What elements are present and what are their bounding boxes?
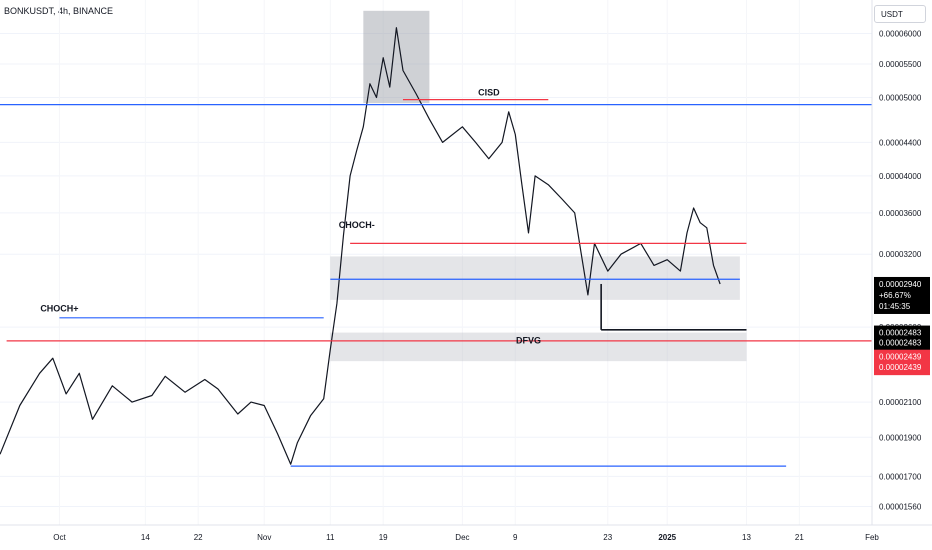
price-badge-text: 0.00002439 xyxy=(879,363,922,372)
time-tick-label: 13 xyxy=(742,533,751,542)
annotation-label: CHOCH+ xyxy=(40,303,78,313)
time-tick-label: 21 xyxy=(795,533,804,542)
price-badge-text: +66.67% xyxy=(879,291,911,300)
price-axis[interactable]: 0.00006000 0.00005500 0.00005000 0.00004400… xyxy=(879,29,922,511)
zone-boxes xyxy=(330,10,747,362)
time-tick-label: 11 xyxy=(326,533,335,542)
price-tick-label: 0.00001560 xyxy=(879,503,922,512)
zone-box xyxy=(363,10,430,104)
annotation-label: CISD xyxy=(478,87,500,97)
annotation-labels: CISD CHOCH- CHOCH+ DFVG xyxy=(40,87,541,345)
time-tick-label: 9 xyxy=(513,533,518,542)
price-series xyxy=(0,27,721,465)
price-series-line xyxy=(0,27,721,465)
price-badge-text: 0.00002940 xyxy=(879,280,922,289)
annotation-label: CHOCH- xyxy=(339,220,375,230)
time-tick-label: 14 xyxy=(141,533,150,542)
price-badge xyxy=(874,360,930,376)
price-badges: 0.00002940+66.67%01:45:350.000024830.000… xyxy=(874,276,930,376)
time-tick-label: Oct xyxy=(53,533,66,542)
zone-box xyxy=(330,256,740,300)
price-badge xyxy=(874,335,930,351)
price-badge-text: 0.00002483 xyxy=(879,338,922,347)
price-tick-label: 0.00001700 xyxy=(879,472,922,481)
price-badge xyxy=(874,276,930,314)
time-tick-label: Feb xyxy=(865,533,879,542)
time-tick-label: 23 xyxy=(603,533,612,542)
price-tick-label: 0.00004400 xyxy=(879,138,922,147)
currency-selector-button[interactable]: USDT xyxy=(874,5,926,23)
price-tick-label: 0.00003600 xyxy=(879,209,922,218)
price-tick-label: 0.00002100 xyxy=(879,398,922,407)
time-tick-label: 19 xyxy=(379,533,388,542)
annotation-label: DFVG xyxy=(516,336,541,346)
price-tick-label: 0.00003200 xyxy=(879,250,922,259)
time-tick-label: 22 xyxy=(194,533,203,542)
price-badge-text: 0.00002439 xyxy=(879,353,922,362)
price-tick-label: 0.00001900 xyxy=(879,433,922,442)
price-badge-text: 0.00002483 xyxy=(879,329,922,338)
price-badge-text: 01:45:35 xyxy=(879,302,911,311)
price-tick-label: 0.00006000 xyxy=(879,29,922,38)
price-tick-label: 0.00004000 xyxy=(879,172,922,181)
price-tick-label: 0.00005500 xyxy=(879,60,922,69)
price-tick-label: 0.00005000 xyxy=(879,93,922,102)
time-axis[interactable]: Oct 14 22 Nov 11 19 Dec 9 23 2025 13 21 Feb xyxy=(53,533,879,542)
time-tick-label: 2025 xyxy=(658,533,676,542)
grid-lines xyxy=(0,32,872,508)
symbol-title: BONKUSDT, 4h, BINANCE xyxy=(4,6,114,16)
level-lines xyxy=(0,99,872,467)
time-tick-label: Dec xyxy=(455,533,469,542)
time-tick-label: Nov xyxy=(257,533,271,542)
zone-box xyxy=(330,332,747,362)
